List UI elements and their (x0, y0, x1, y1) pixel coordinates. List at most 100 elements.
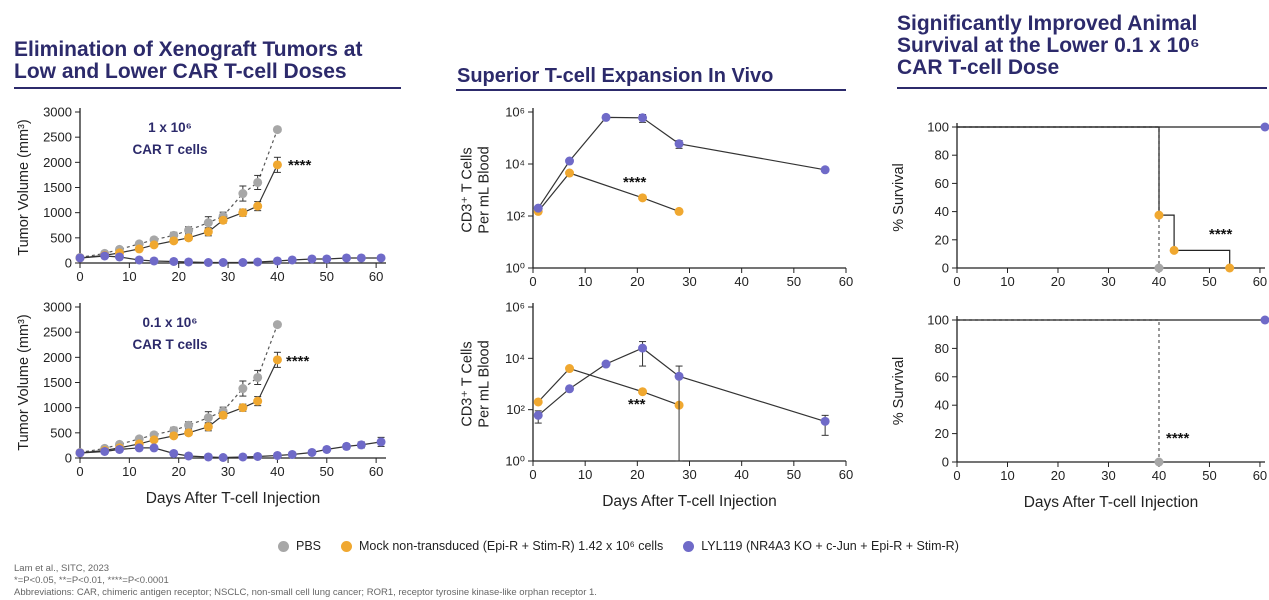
series-line-mock (957, 126, 1231, 268)
data-point-lyl119 (342, 441, 352, 451)
data-point-lyl119 (184, 257, 194, 267)
data-point-mock (638, 387, 648, 397)
x-axis-label: Days After T-cell Injection (146, 490, 321, 507)
data-point-mock (149, 240, 159, 250)
y-tick-label: 10² (506, 209, 525, 224)
y-tick-label: 60 (935, 176, 949, 191)
legend-item-lyl119: LYL119 (NR4A3 KO + c-Jun + Epi-R + Stim-… (683, 539, 959, 553)
y-tick-label: 10⁰ (505, 261, 525, 276)
panel2-title-line: Superior T-cell Expansion In Vivo (457, 65, 774, 87)
data-point-lyl119 (169, 256, 179, 266)
data-point-lyl119 (134, 255, 144, 265)
dose-annotation: CAR T cells (132, 142, 207, 157)
data-point-lyl119 (114, 444, 124, 454)
y-tick-label: 500 (50, 425, 72, 440)
data-point-lyl119 (218, 452, 228, 462)
chart-panel-4: 0 10 20 30 40 50 60 10⁰ 10² 10⁴ 10⁶ CD3⁺ T Cells Per… (460, 300, 854, 511)
x-tick-label: 60 (839, 467, 853, 482)
data-point-lyl119 (218, 257, 228, 267)
data-point-mock (169, 236, 179, 246)
x-tick-label: 30 (682, 467, 696, 482)
y-tick-label: 100 (927, 120, 949, 135)
x-tick-label: 30 (1101, 468, 1115, 483)
y-tick-label: 0 (942, 455, 949, 470)
y-tick-label: 80 (935, 148, 949, 163)
data-point-lyl119 (322, 444, 332, 454)
data-point-mock (149, 435, 159, 445)
x-tick-label: 50 (320, 269, 334, 284)
series-line-pbs (957, 319, 1160, 462)
x-tick-label: 40 (270, 464, 284, 479)
y-tick-label: 3000 (43, 105, 72, 120)
significance-stars: **** (623, 174, 647, 191)
data-point-mock (238, 403, 248, 413)
data-point-mock (218, 410, 228, 420)
data-point-lyl119 (533, 410, 543, 420)
data-point-lyl119 (601, 112, 611, 122)
y-tick-label: 1500 (43, 180, 72, 195)
x-tick-label: 10 (1000, 274, 1014, 289)
x-tick-label: 0 (76, 269, 83, 284)
y-tick-label: 10⁴ (505, 351, 525, 366)
y-tick-label: 10⁴ (505, 157, 525, 172)
data-point-mock (203, 422, 213, 432)
data-point-lyl119 (565, 156, 575, 166)
data-point-lyl119 (356, 440, 366, 450)
y-axis-label: Per mL Blood (477, 146, 493, 233)
data-point-lyl119 (565, 384, 575, 394)
data-point-lyl119 (307, 447, 317, 457)
data-point-mock (638, 193, 648, 203)
data-point-lyl119 (1260, 315, 1269, 325)
data-point-lyl119 (100, 251, 110, 261)
data-point-lyl119 (169, 448, 179, 458)
x-tick-label: 50 (787, 274, 801, 289)
x-tick-label: 30 (1101, 274, 1115, 289)
x-tick-label: 0 (529, 274, 536, 289)
y-tick-label: 20 (935, 232, 949, 247)
panel1-title: Elimination of Xenograft Tumors at Low a… (14, 39, 362, 83)
data-point-lyl119 (100, 446, 110, 456)
series-line-lyl119 (537, 116, 826, 209)
dose-annotation: 0.1 x 10⁶ (142, 315, 197, 330)
y-tick-label: 2500 (43, 130, 72, 145)
series-line-lyl119 (537, 347, 826, 422)
panel3-title: Significantly Improved Animal Survival a… (897, 13, 1200, 79)
data-point-mock (533, 397, 543, 407)
y-axis-label: Per mL Blood (477, 340, 493, 427)
y-tick-label: 0 (942, 261, 949, 276)
data-point-lyl119 (75, 253, 85, 263)
x-tick-label: 40 (1152, 468, 1166, 483)
data-point-lyl119 (342, 253, 352, 263)
significance-stars: **** (286, 353, 310, 370)
data-point-lyl119 (307, 254, 317, 264)
x-tick-label: 20 (171, 464, 185, 479)
y-tick-label: 10² (506, 402, 525, 417)
data-point-lyl119 (287, 255, 297, 265)
y-tick-label: 80 (935, 341, 949, 356)
y-tick-label: 1000 (43, 400, 72, 415)
x-tick-label: 20 (1051, 274, 1065, 289)
legend-label-pbs: PBS (296, 539, 322, 553)
data-point-lyl119 (272, 256, 282, 266)
x-tick-label: 10 (578, 467, 592, 482)
data-point-lyl119 (149, 256, 159, 266)
data-point-pbs (184, 420, 194, 430)
chart-panel-1: 0 10 20 30 40 50 60 0 500 1000 1500 2000 2500 3000 Tum… (16, 105, 386, 284)
abbreviations: Abbreviations: CAR, chimeric antigen rec… (14, 587, 597, 598)
data-point-lyl119 (376, 437, 386, 447)
x-tick-label: 10 (578, 274, 592, 289)
significance-stars: **** (288, 157, 312, 174)
x-tick-label: 0 (529, 467, 536, 482)
legend: PBS Mock non-transduced (Epi-R + Stim-R)… (278, 537, 979, 555)
x-tick-label: 30 (221, 464, 235, 479)
y-tick-label: 1000 (43, 205, 72, 220)
data-point-lyl119 (134, 443, 144, 453)
data-point-lyl119 (376, 253, 386, 263)
x-tick-label: 10 (122, 464, 136, 479)
x-axis-label: Days After T-cell Injection (602, 493, 777, 510)
significance-stars: **** (1166, 430, 1190, 447)
series-line-lyl119 (79, 441, 382, 459)
data-point-mock (184, 233, 194, 243)
legend-item-mock: Mock non-transduced (Epi-R + Stim-R) 1.4… (341, 539, 663, 553)
